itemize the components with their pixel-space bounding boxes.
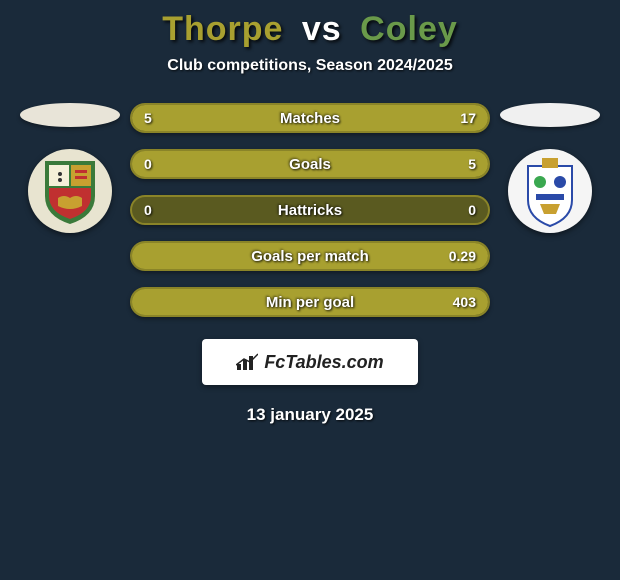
stat-value-left: 0: [144, 202, 152, 218]
player2-oval: [500, 103, 600, 127]
player2-name: Coley: [360, 10, 458, 48]
date-text: 13 january 2025: [0, 405, 620, 425]
stat-bar: 0 Goals 5: [130, 149, 490, 179]
subtitle: Club competitions, Season 2024/2025: [0, 57, 620, 75]
stat-label: Goals: [289, 156, 331, 173]
stat-bar: Min per goal 403: [130, 287, 490, 317]
brand-badge[interactable]: FcTables.com: [202, 339, 418, 385]
shield-icon: [40, 156, 100, 226]
brand-text: FcTables.com: [264, 352, 383, 373]
brand-inner: FcTables.com: [236, 352, 383, 373]
stat-bars: 5 Matches 17 0 Goals 5 0 Hattricks 0 Goals per ma…: [130, 103, 490, 317]
stat-value-right: 403: [453, 294, 476, 310]
stat-value-right: 0.29: [449, 248, 476, 264]
stat-bar: 0 Hattricks 0: [130, 195, 490, 225]
player1-crest: [28, 149, 112, 233]
stat-label: Matches: [280, 110, 340, 127]
player1-oval: [20, 103, 120, 127]
stat-label: Min per goal: [266, 294, 354, 311]
stat-value-right: 17: [460, 110, 476, 126]
badge-icon: [518, 154, 582, 228]
bar-fill-right: [214, 105, 488, 131]
vs-text: vs: [302, 10, 342, 48]
side-right: [500, 103, 600, 233]
stat-value-left: 5: [144, 110, 152, 126]
player1-name: Thorpe: [162, 10, 283, 48]
page-title: Thorpe vs Coley: [0, 10, 620, 49]
stat-value-right: 5: [468, 156, 476, 172]
stat-bar: 5 Matches 17: [130, 103, 490, 133]
stat-value-left: 0: [144, 156, 152, 172]
bar-chart-icon: [236, 353, 258, 371]
stat-value-right: 0: [468, 202, 476, 218]
side-left: [20, 103, 120, 233]
stat-bar: Goals per match 0.29: [130, 241, 490, 271]
stat-label: Hattricks: [278, 202, 342, 219]
main-row: 5 Matches 17 0 Goals 5 0 Hattricks 0 Goals per ma…: [0, 103, 620, 317]
comparison-widget: Thorpe vs Coley Club competitions, Seaso…: [0, 0, 620, 425]
player2-crest: [508, 149, 592, 233]
stat-label: Goals per match: [251, 248, 369, 265]
